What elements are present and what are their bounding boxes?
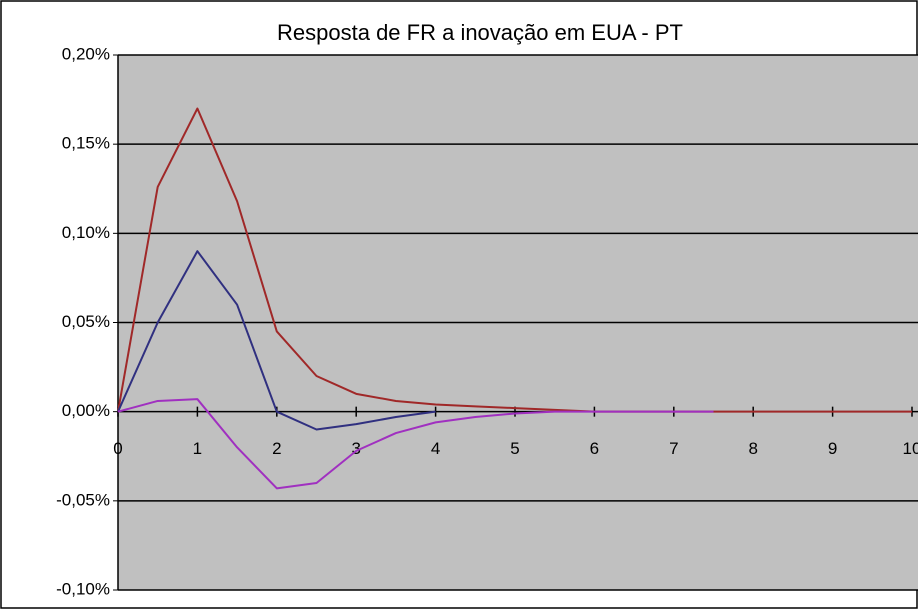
chart-title: Resposta de FR a inovação em EUA - PT bbox=[277, 20, 683, 45]
x-tick-label: 10 bbox=[903, 439, 918, 458]
x-tick-label: 6 bbox=[590, 439, 599, 458]
x-tick-label: 2 bbox=[272, 439, 281, 458]
x-tick-label: 0 bbox=[113, 439, 122, 458]
x-tick-label: 5 bbox=[510, 439, 519, 458]
series-line bbox=[117, 398, 714, 490]
y-tick-label: -0,05% bbox=[56, 490, 110, 509]
y-tick-label: 0,15% bbox=[62, 134, 110, 153]
series-line bbox=[117, 107, 912, 413]
x-tick-label: 1 bbox=[193, 439, 202, 458]
x-tick-label: 8 bbox=[748, 439, 757, 458]
x-tick-label: 7 bbox=[669, 439, 678, 458]
y-tick-label: -0,10% bbox=[56, 579, 110, 598]
x-tick-label: 4 bbox=[431, 439, 440, 458]
series-line bbox=[117, 250, 436, 431]
x-tick-label: 3 bbox=[351, 439, 360, 458]
y-tick-label: 0,10% bbox=[62, 223, 110, 242]
y-tick-label: 0,05% bbox=[62, 312, 110, 331]
y-tick-label: 0,20% bbox=[62, 44, 110, 63]
y-tick-label: 0,00% bbox=[62, 401, 110, 420]
x-tick-label: 9 bbox=[828, 439, 837, 458]
